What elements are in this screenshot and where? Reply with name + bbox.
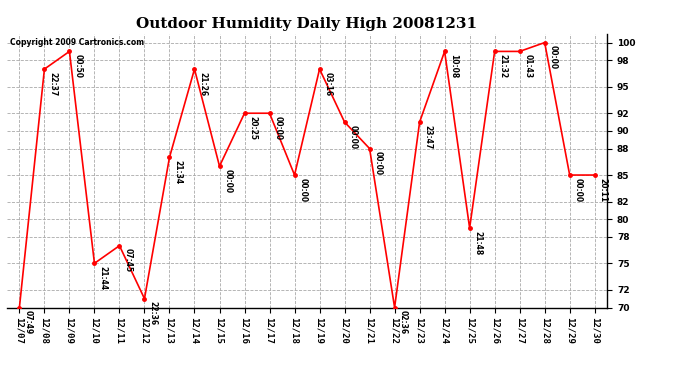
- Text: 00:00: 00:00: [224, 169, 233, 193]
- Text: 00:00: 00:00: [549, 45, 558, 69]
- Text: 21:26: 21:26: [199, 72, 208, 96]
- Text: 20:11: 20:11: [599, 178, 608, 202]
- Text: 10:08: 10:08: [448, 54, 457, 78]
- Text: Copyright 2009 Cartronics.com: Copyright 2009 Cartronics.com: [10, 38, 144, 47]
- Text: 07:49: 07:49: [23, 310, 32, 334]
- Text: 21:34: 21:34: [174, 160, 183, 184]
- Title: Outdoor Humidity Daily High 20081231: Outdoor Humidity Daily High 20081231: [137, 17, 477, 31]
- Text: 22:37: 22:37: [48, 72, 57, 96]
- Text: 00:00: 00:00: [299, 178, 308, 202]
- Text: 21:48: 21:48: [474, 231, 483, 255]
- Text: 00:50: 00:50: [74, 54, 83, 78]
- Text: 21:44: 21:44: [99, 266, 108, 290]
- Text: 00:00: 00:00: [574, 178, 583, 202]
- Text: 22:36: 22:36: [148, 302, 157, 326]
- Text: 21:32: 21:32: [499, 54, 508, 78]
- Text: 00:00: 00:00: [374, 152, 383, 176]
- Text: 02:36: 02:36: [399, 310, 408, 334]
- Text: 00:00: 00:00: [348, 125, 357, 149]
- Text: 00:00: 00:00: [274, 116, 283, 140]
- Text: 07:45: 07:45: [124, 249, 132, 273]
- Text: 01:43: 01:43: [524, 54, 533, 78]
- Text: 20:25: 20:25: [248, 116, 257, 140]
- Text: 23:47: 23:47: [424, 125, 433, 149]
- Text: 03:16: 03:16: [324, 72, 333, 96]
